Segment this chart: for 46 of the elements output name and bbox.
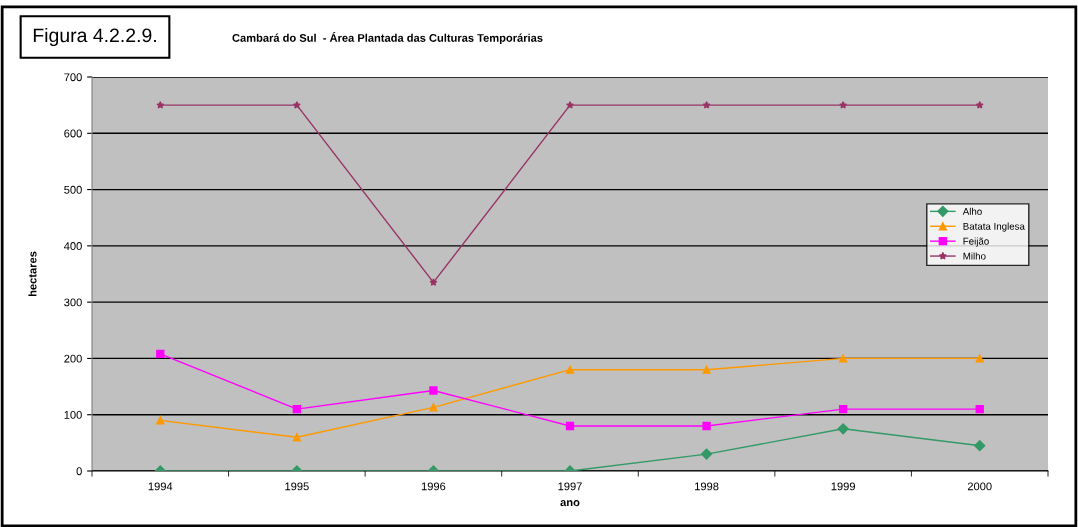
y-tick-label: 400 — [64, 242, 82, 250]
point — [838, 354, 848, 363]
point — [156, 100, 165, 109]
point — [292, 100, 301, 109]
point — [566, 100, 574, 109]
point — [565, 421, 575, 431]
y-tick-label: 200 — [64, 354, 82, 363]
point — [292, 433, 302, 442]
y-tick-label: 600 — [64, 129, 82, 138]
y-tick-label: 500 — [64, 185, 82, 194]
x-tick-label: 1999 — [831, 482, 855, 491]
point — [702, 100, 711, 109]
point — [838, 404, 848, 414]
legend-label: Alho — [962, 207, 982, 215]
x-axis-title: ano — [560, 500, 580, 507]
y-axis-title: hectares — [28, 251, 37, 297]
y-tick-label: 100 — [64, 410, 82, 419]
y-tick-label: 0 — [76, 467, 82, 476]
point — [837, 423, 849, 435]
x-tick-label: 1997 — [558, 482, 582, 491]
text: Figura 4.2.2.9. — [33, 27, 156, 47]
point — [975, 100, 984, 109]
point — [429, 403, 438, 412]
x-tick-label: 1998 — [695, 482, 719, 491]
y-tick-label: 300 — [64, 298, 82, 307]
x-tick-label: 1995 — [285, 482, 309, 491]
point — [839, 100, 848, 109]
point — [700, 448, 713, 460]
point — [975, 404, 984, 414]
chart-title: Cambará do Sul - Área Plantada das Culturas Temporárias — [232, 31, 543, 45]
y-tick-label: 700 — [64, 73, 82, 82]
point — [702, 421, 711, 431]
point — [565, 365, 575, 374]
x-tick-label: 1994 — [148, 482, 173, 491]
x-tick-label: 2000 — [967, 482, 992, 491]
point — [429, 386, 438, 395]
legend-label: Batata Inglesa — [963, 222, 1025, 232]
point — [156, 416, 165, 425]
point — [702, 365, 711, 374]
point — [292, 404, 302, 414]
legend-label: Feijão — [963, 237, 989, 247]
x-tick-label: 1996 — [421, 482, 446, 491]
legend-label: Milho — [963, 252, 986, 260]
point — [156, 349, 165, 359]
point — [975, 354, 984, 363]
point — [974, 440, 986, 452]
